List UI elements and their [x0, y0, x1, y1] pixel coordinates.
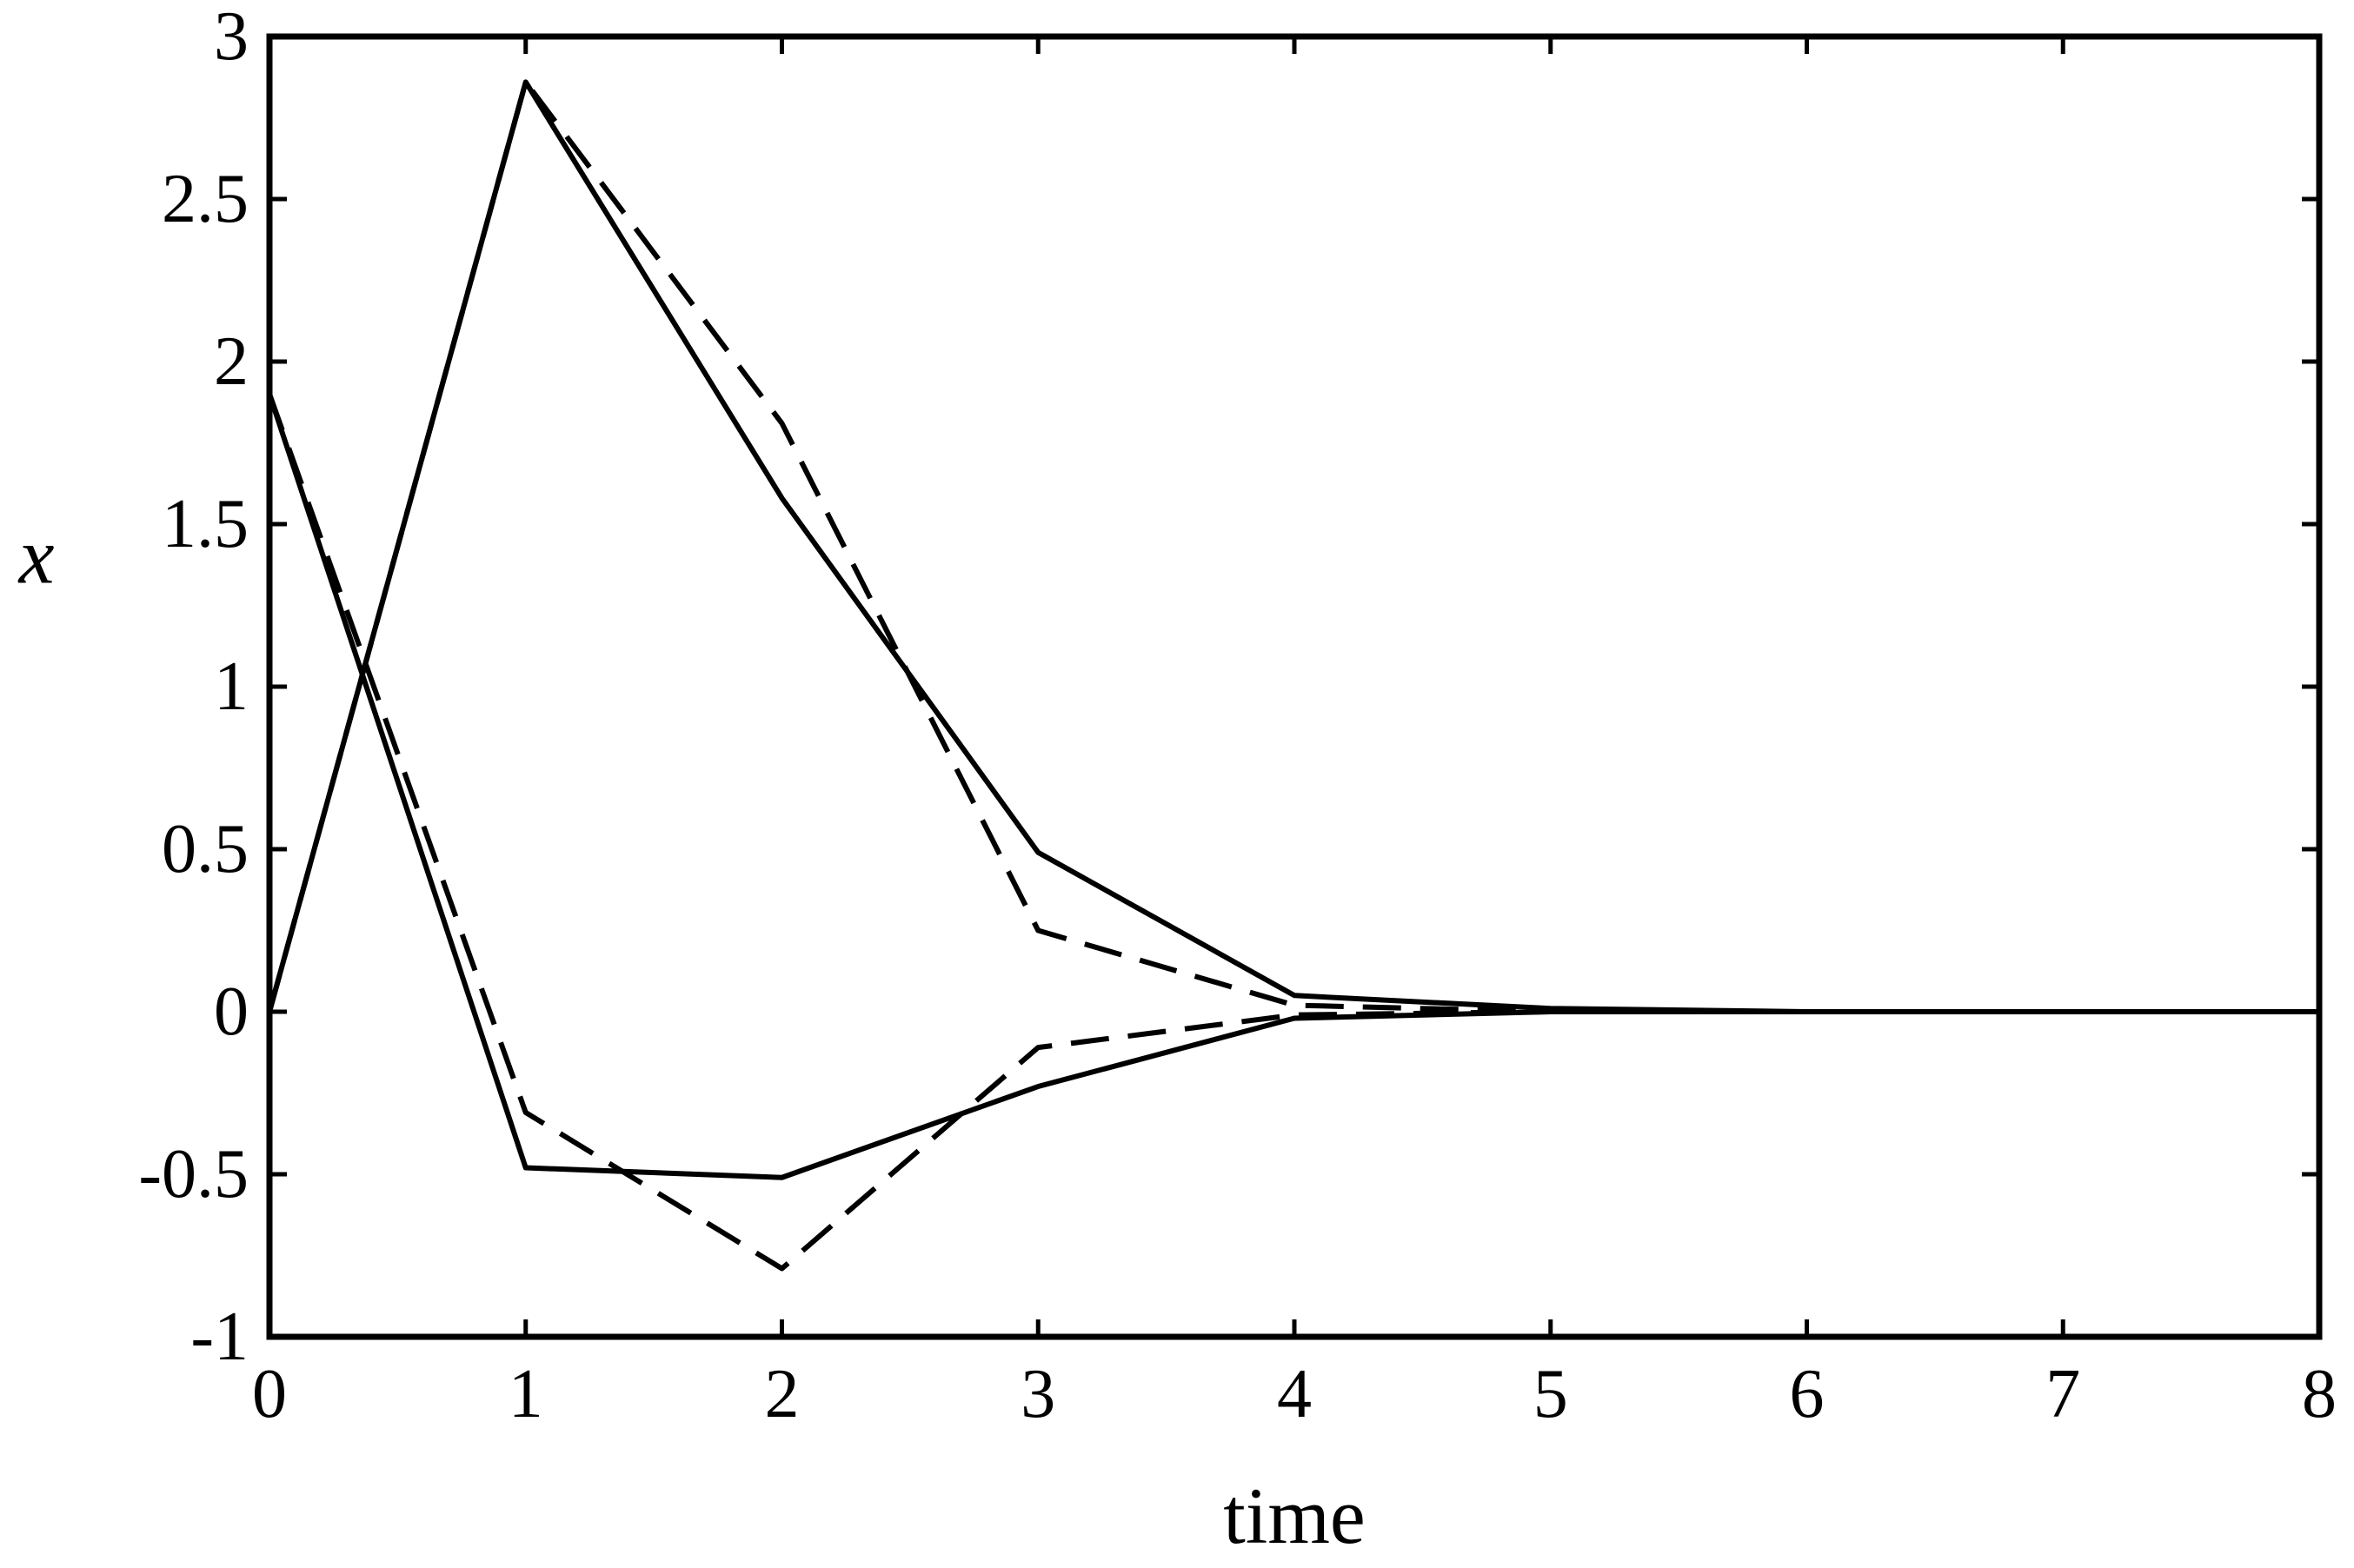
y-tick-label: 1.5	[162, 486, 249, 562]
x-axis-label: time	[1223, 1472, 1366, 1560]
dashed-series-line	[267, 393, 2319, 1272]
x-tick-label: 7	[2045, 1356, 2080, 1432]
x-tick-label: 2	[765, 1356, 800, 1432]
x-tick-labels: 0 1 2 3 4 5 6 7 8	[252, 1356, 2337, 1432]
y-tick-label: -1	[190, 1299, 249, 1375]
y-tick-label: 1	[214, 648, 249, 725]
x-tick-label: 4	[1277, 1356, 1312, 1432]
dashed-series-line	[267, 79, 2319, 1014]
plot-area	[267, 79, 2319, 1272]
x-tick-label: 8	[2302, 1356, 2337, 1432]
plot-frame	[266, 33, 2323, 1340]
y-tick-label: 2	[214, 323, 249, 400]
y-tick-labels: -1 -0.5 0 0.5 1 1.5 2 2.5 3	[138, 0, 249, 1375]
x-tick-label: 5	[1533, 1356, 1568, 1432]
y-tick-label: -0.5	[138, 1136, 249, 1213]
y-tick-label: 2.5	[162, 161, 249, 237]
solid-series-line	[267, 393, 2319, 1180]
x-tick-label: 3	[1021, 1356, 1055, 1432]
y-axis-label: x	[17, 511, 55, 600]
x-tick-label: 0	[252, 1356, 287, 1432]
solid-series-line	[267, 79, 2319, 1014]
x-tick-label: 6	[1790, 1356, 1825, 1432]
y-tick-label: 0.5	[162, 811, 249, 887]
y-tick-label: 3	[214, 0, 249, 75]
y-tick-label: 0	[214, 973, 249, 1050]
x-tick-label: 1	[509, 1356, 543, 1432]
